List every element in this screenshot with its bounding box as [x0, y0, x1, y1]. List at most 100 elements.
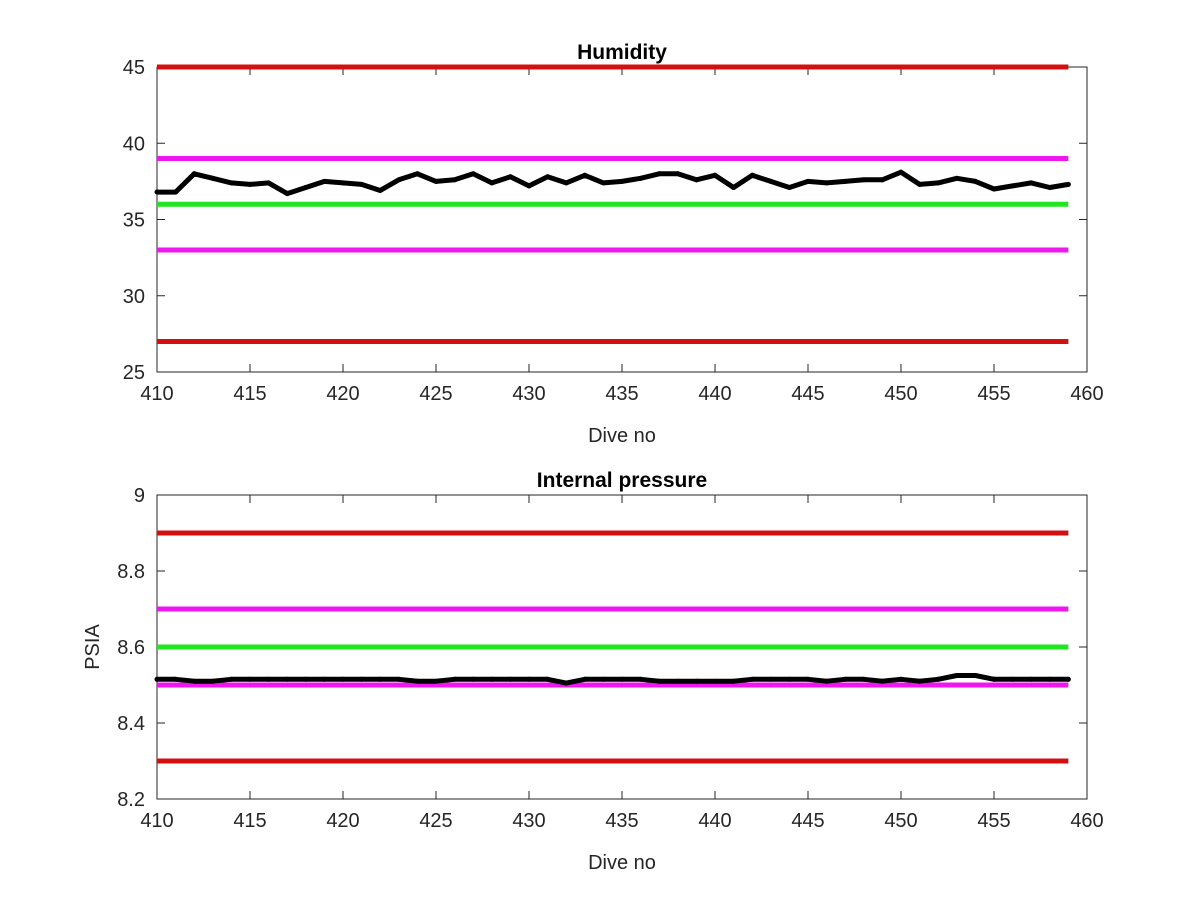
data-point	[470, 171, 476, 177]
y-tick-label: 8.8	[117, 561, 145, 583]
data-point	[359, 676, 365, 682]
data-point	[340, 180, 346, 186]
x-tick-label: 410	[140, 383, 173, 405]
data-point	[154, 676, 160, 682]
data-point	[861, 177, 867, 183]
data-point	[935, 676, 941, 682]
data-point	[861, 676, 867, 682]
data-point	[582, 676, 588, 682]
x-tick-label: 460	[1070, 810, 1103, 832]
data-point	[340, 676, 346, 682]
data-point	[228, 180, 234, 186]
data-point	[173, 676, 179, 682]
y-tick-label: 9	[134, 485, 145, 507]
internal-pressure-chart: 410 415 420 425 430 435 440 445 450 455 460 8.2 8.4 8…	[82, 469, 1104, 874]
data-point	[396, 676, 402, 682]
data-point	[414, 678, 420, 684]
data-point	[842, 178, 848, 184]
data-point	[507, 174, 513, 180]
x-tick-label: 445	[791, 383, 824, 405]
data-point	[805, 676, 811, 682]
data-point	[247, 181, 253, 187]
x-axis-label: Dive no	[588, 425, 656, 447]
data-point	[284, 676, 290, 682]
data-point	[786, 676, 792, 682]
data-point	[452, 177, 458, 183]
data-point	[489, 180, 495, 186]
data-point	[1028, 180, 1034, 186]
y-tick-label: 45	[123, 57, 145, 79]
x-tick-label: 415	[233, 383, 266, 405]
data-point	[824, 678, 830, 684]
data-point	[470, 676, 476, 682]
data-point	[638, 676, 644, 682]
data-point	[191, 171, 197, 177]
x-tick-label: 440	[698, 383, 731, 405]
x-tick-label: 440	[698, 810, 731, 832]
y-tick-label: 8.4	[117, 713, 145, 735]
data-point	[489, 676, 495, 682]
chart-title: Humidity	[577, 41, 667, 64]
data-point	[433, 178, 439, 184]
data-point	[898, 169, 904, 175]
data-line	[157, 673, 1069, 686]
y-tick-label: 40	[123, 133, 145, 155]
data-point	[879, 678, 885, 684]
y-tick-label: 30	[123, 286, 145, 308]
data-point	[991, 676, 997, 682]
data-point	[935, 180, 941, 186]
data-point	[824, 180, 830, 186]
data-point	[638, 175, 644, 181]
data-point	[1065, 676, 1071, 682]
data-point	[377, 188, 383, 194]
data-point	[414, 171, 420, 177]
data-point	[154, 189, 160, 195]
data-point	[656, 171, 662, 177]
data-point	[545, 174, 551, 180]
data-point	[377, 676, 383, 682]
data-point	[972, 178, 978, 184]
x-tick-label: 435	[605, 383, 638, 405]
data-point	[656, 678, 662, 684]
data-point	[545, 676, 551, 682]
data-point	[917, 181, 923, 187]
x-tick-label: 415	[233, 810, 266, 832]
y-tick-label: 8.2	[117, 789, 145, 811]
data-point	[303, 676, 309, 682]
x-tick-label: 430	[512, 383, 545, 405]
humidity-chart: 410 415 420 425 430 435 440 445 450 455 460 25 30 35 4…	[123, 41, 1104, 447]
data-point	[1028, 676, 1034, 682]
data-point	[321, 178, 327, 184]
data-point	[712, 678, 718, 684]
data-point	[954, 673, 960, 678]
data-point	[805, 178, 811, 184]
data-point	[731, 184, 737, 190]
data-point	[786, 184, 792, 190]
data-point	[600, 180, 606, 186]
data-point	[972, 673, 978, 678]
y-tick-label: 8.6	[117, 637, 145, 659]
data-point	[284, 191, 290, 197]
x-tick-label: 425	[419, 810, 452, 832]
data-point	[954, 175, 960, 181]
data-point	[675, 678, 681, 684]
data-point	[228, 676, 234, 682]
data-point	[173, 189, 179, 195]
data-point	[1047, 676, 1053, 682]
data-point	[731, 678, 737, 684]
data-point	[582, 172, 588, 178]
data-point	[768, 178, 774, 184]
data-point	[191, 678, 197, 684]
x-tick-label: 450	[884, 383, 917, 405]
x-axis-label: Dive no	[588, 852, 656, 874]
data-point	[898, 676, 904, 682]
x-tick-label: 445	[791, 810, 824, 832]
data-point	[879, 177, 885, 183]
y-tick-label: 35	[123, 210, 145, 232]
x-tick-label: 410	[140, 810, 173, 832]
chart-title: Internal pressure	[537, 469, 707, 492]
data-point	[1065, 181, 1071, 187]
data-point	[396, 177, 402, 183]
data-point	[600, 676, 606, 682]
